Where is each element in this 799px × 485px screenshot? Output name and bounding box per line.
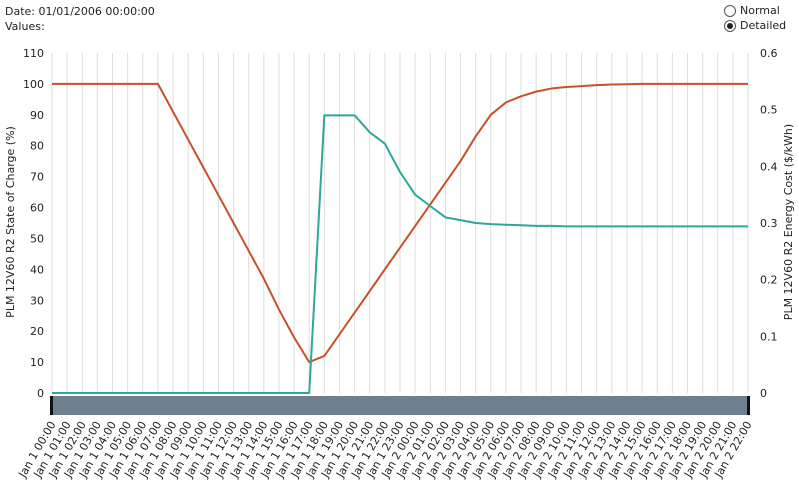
y-axis-left-label: PLM 12V60 R2 State of Charge (%)	[4, 126, 17, 318]
date-row: Date: 01/01/2006 00:00:00	[5, 4, 155, 19]
scrollbar-left-handle[interactable]	[50, 396, 53, 415]
y-left-tick-label: 80	[30, 140, 44, 153]
info-panel: Date: 01/01/2006 00:00:00 Values:	[5, 4, 155, 34]
y-left-tick-label: 70	[30, 171, 44, 184]
values-row: Values:	[5, 19, 155, 34]
y-right-tick-label: 0	[760, 387, 767, 400]
y-right-tick-label: 0.1	[760, 330, 778, 343]
scrollbar-track[interactable]	[52, 396, 748, 415]
y-left-tick-label: 20	[30, 325, 44, 338]
y-left-tick-label: 110	[23, 47, 44, 60]
y-right-tick-labels: 0 0.1 0.2 0.3 0.4 0.5 0.6	[760, 47, 778, 400]
y-left-tick-label: 90	[30, 109, 44, 122]
y-left-tick-label: 40	[30, 263, 44, 276]
y-left-tick-label: 0	[37, 387, 44, 400]
scrollbar-right-handle[interactable]	[747, 396, 750, 415]
normal-radio-label[interactable]: Normal	[740, 4, 780, 17]
energy-cost-series-line	[52, 114, 748, 394]
view-mode-group: Normal Detailed	[724, 3, 786, 33]
y-right-tick-label: 0.2	[760, 274, 778, 287]
series-lines	[52, 82, 748, 394]
date-value: 01/01/2006 00:00:00	[38, 5, 155, 18]
x-scrollbar[interactable]	[50, 396, 750, 415]
detailed-radio-icon[interactable]	[724, 19, 736, 32]
y-right-tick-label: 0.3	[760, 217, 778, 230]
y-left-tick-label: 30	[30, 294, 44, 307]
normal-radio-icon[interactable]	[724, 4, 736, 17]
y-right-tick-label: 0.5	[760, 104, 778, 117]
values-label: Values:	[5, 20, 45, 33]
normal-radio-option[interactable]: Normal	[724, 3, 786, 18]
detailed-radio-option[interactable]: Detailed	[724, 18, 786, 33]
date-label: Date:	[5, 5, 35, 18]
y-right-tick-label: 0.6	[760, 47, 778, 60]
y-axis-right-label: PLM 12V60 R2 Energy Cost ($/kWh)	[782, 124, 795, 320]
y-left-tick-label: 50	[30, 232, 44, 245]
y-left-tick-label: 10	[30, 356, 44, 369]
y-left-tick-labels: 0 10 20 30 40 50 60 70 80 90 100 110	[23, 47, 44, 400]
grid-lines	[51, 53, 749, 393]
y-left-tick-label: 100	[23, 78, 44, 91]
detailed-radio-label[interactable]: Detailed	[740, 19, 787, 32]
state-of-charge-series-line	[52, 82, 748, 364]
y-left-tick-label: 60	[30, 202, 44, 215]
y-right-tick-label: 0.4	[760, 160, 778, 173]
